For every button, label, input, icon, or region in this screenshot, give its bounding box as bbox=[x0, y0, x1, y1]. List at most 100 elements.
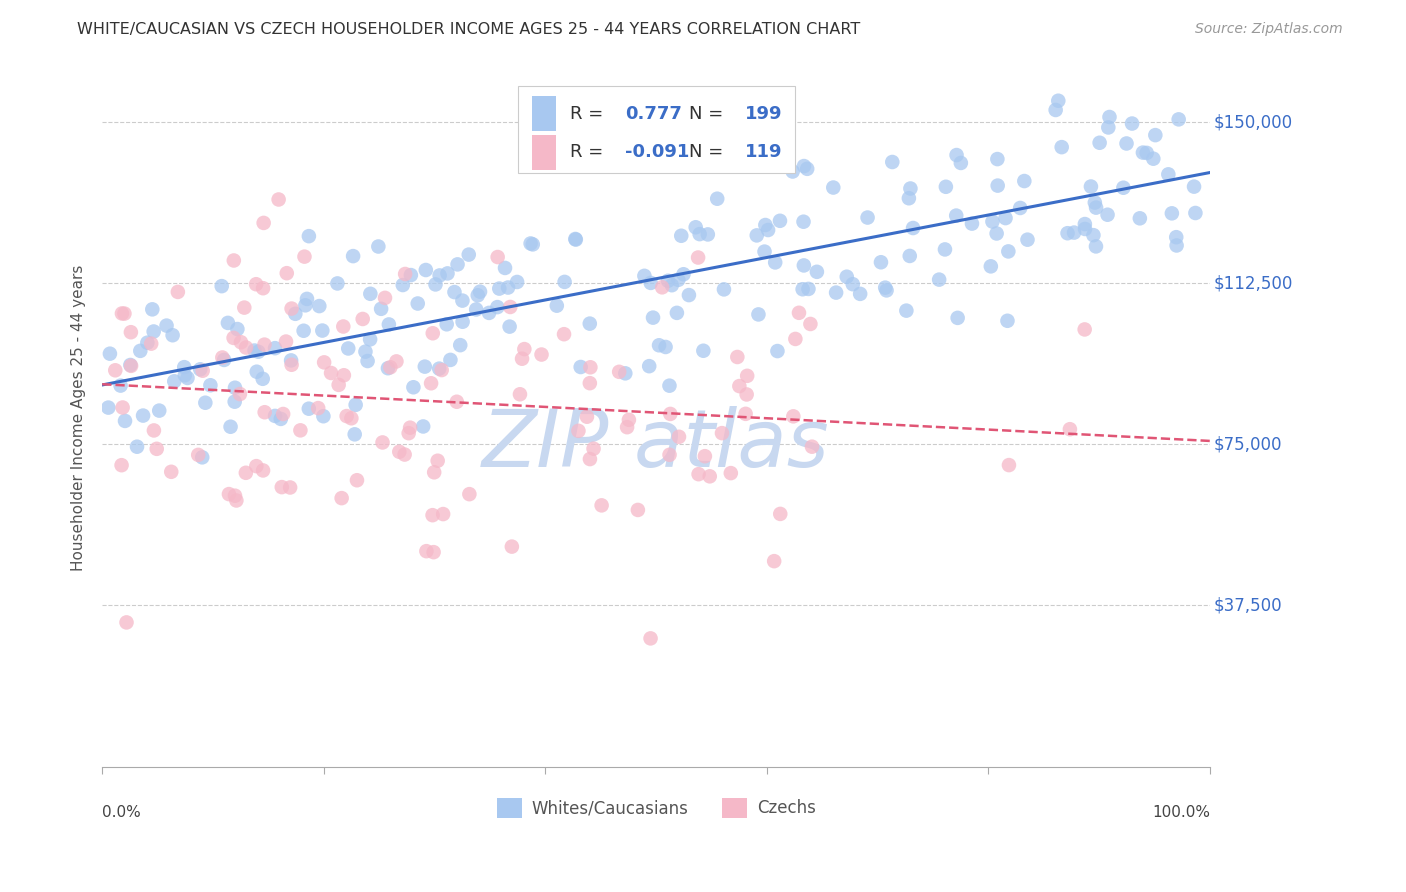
Point bbox=[160, 465, 183, 479]
Text: $75,000: $75,000 bbox=[1213, 435, 1282, 453]
Point bbox=[1166, 238, 1188, 252]
Point bbox=[465, 302, 488, 317]
Point bbox=[735, 387, 758, 401]
Point bbox=[627, 503, 650, 517]
Point bbox=[766, 344, 789, 359]
Point bbox=[398, 426, 420, 441]
Point bbox=[429, 268, 451, 283]
Point bbox=[294, 250, 316, 264]
Point bbox=[1088, 136, 1111, 150]
Point bbox=[337, 342, 360, 356]
Point bbox=[211, 351, 233, 365]
Point bbox=[352, 312, 374, 326]
Point bbox=[224, 489, 246, 503]
Point bbox=[659, 407, 682, 421]
Point bbox=[998, 458, 1021, 472]
Point bbox=[451, 315, 474, 329]
Point bbox=[763, 255, 786, 269]
Point bbox=[292, 324, 315, 338]
Point bbox=[457, 247, 479, 261]
Point bbox=[981, 214, 1004, 228]
Point bbox=[451, 293, 474, 308]
Point bbox=[344, 398, 367, 412]
Point bbox=[356, 354, 378, 368]
Point bbox=[173, 360, 195, 375]
Point bbox=[519, 236, 541, 251]
Point bbox=[582, 442, 605, 456]
Point bbox=[793, 259, 815, 273]
Point bbox=[294, 298, 316, 312]
Text: $112,500: $112,500 bbox=[1213, 275, 1292, 293]
Point bbox=[235, 341, 257, 355]
Text: 119: 119 bbox=[745, 143, 782, 161]
Point bbox=[436, 318, 458, 332]
Text: $150,000: $150,000 bbox=[1213, 113, 1292, 131]
Point bbox=[218, 487, 240, 501]
Point bbox=[509, 387, 531, 401]
Point bbox=[506, 275, 529, 289]
Point bbox=[696, 227, 718, 242]
Point bbox=[247, 344, 270, 359]
Point bbox=[468, 285, 491, 299]
Point bbox=[359, 286, 381, 301]
Point bbox=[402, 380, 425, 394]
Point bbox=[725, 350, 748, 364]
Point bbox=[264, 409, 287, 423]
Point bbox=[713, 282, 735, 296]
Point bbox=[1074, 217, 1097, 231]
Point bbox=[449, 338, 471, 352]
Text: 199: 199 bbox=[745, 104, 782, 122]
Point bbox=[176, 371, 198, 385]
Point bbox=[1182, 179, 1205, 194]
Point bbox=[443, 285, 465, 299]
Point bbox=[142, 424, 165, 438]
Point bbox=[616, 420, 638, 434]
Point bbox=[1085, 201, 1108, 215]
Point bbox=[377, 361, 399, 376]
Point bbox=[1121, 117, 1143, 131]
Point bbox=[270, 412, 292, 426]
Point bbox=[173, 368, 195, 383]
Point bbox=[1166, 230, 1188, 244]
Point bbox=[229, 387, 252, 401]
Point bbox=[496, 280, 519, 294]
Point bbox=[596, 155, 619, 169]
Point bbox=[787, 306, 810, 320]
Point bbox=[162, 328, 184, 343]
Point bbox=[486, 250, 509, 264]
Point bbox=[129, 343, 152, 358]
Point bbox=[319, 366, 342, 380]
Point bbox=[668, 430, 690, 444]
Point bbox=[842, 277, 865, 292]
Point bbox=[314, 355, 336, 369]
Point bbox=[997, 314, 1019, 328]
Point bbox=[745, 228, 768, 243]
Point bbox=[825, 285, 848, 300]
Point bbox=[501, 540, 523, 554]
Point bbox=[513, 342, 536, 356]
Point bbox=[856, 211, 879, 225]
Point bbox=[425, 277, 447, 292]
Point bbox=[280, 358, 302, 372]
Point bbox=[367, 239, 389, 253]
Point bbox=[554, 275, 576, 289]
Point bbox=[1045, 103, 1067, 117]
Point bbox=[654, 340, 676, 354]
Point bbox=[693, 449, 716, 463]
Point bbox=[734, 407, 756, 421]
Point bbox=[486, 300, 509, 314]
Point bbox=[346, 473, 368, 487]
Point bbox=[1084, 195, 1107, 210]
Text: N =: N = bbox=[689, 104, 724, 122]
Point bbox=[420, 376, 443, 391]
Point bbox=[298, 229, 321, 244]
Point bbox=[987, 178, 1010, 193]
Point bbox=[1142, 152, 1164, 166]
Point bbox=[430, 363, 453, 377]
Point bbox=[252, 463, 274, 477]
Point bbox=[142, 325, 165, 339]
Point bbox=[648, 338, 671, 352]
Point bbox=[224, 394, 246, 409]
Point bbox=[849, 286, 872, 301]
Point bbox=[200, 378, 222, 392]
